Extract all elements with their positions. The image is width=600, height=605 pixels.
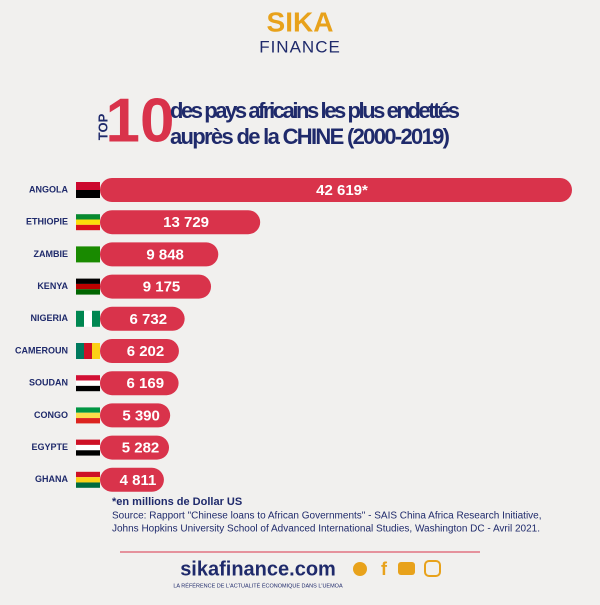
bar [100,242,219,267]
flag-stripe [76,412,100,419]
flag-stripe [76,246,84,263]
bar [100,178,572,202]
bar [100,435,170,460]
footer-site: sikafinance.com [180,558,336,580]
flag-stripe [76,477,100,483]
flag-stripe [76,439,100,445]
value-label: 9 175 [143,279,181,296]
flag-stripe [76,224,100,231]
chart-subtitle: auprès de la CHINE (2000-2019) [170,124,450,149]
category-label: GHANA [35,474,68,484]
flag-stripe [76,214,100,220]
note: *en millions de Dollar US [112,496,242,508]
brand-name: SIKA [267,6,334,37]
value-label: 5 390 [122,407,160,424]
category-label: SOUDAN [29,378,68,388]
flag-stripe [76,444,100,451]
flag-stripe [76,182,100,190]
category-label: NIGERIA [30,313,68,323]
flag-stripe [76,407,100,413]
value-label: 42 619* [316,182,368,199]
flag-stripe [76,418,100,424]
value-label: 6 732 [130,311,168,328]
brand-sub: FINANCE [259,37,341,56]
facebook-icon[interactable]: f [381,559,388,579]
flag-stripe [76,380,100,386]
flag-stripe [76,289,100,295]
bars: ANGOLA 42 619* ETHIOPIE 13 729 ZAMBIE 9 848 KE… [15,178,572,492]
value-label: 13 729 [163,214,209,231]
value-label: 4 811 [120,472,157,489]
flag-stripe [76,219,100,225]
category-label: ETHIOPIE [26,217,68,227]
flag-stripe [76,471,100,478]
flag-stripe [76,450,100,456]
title-prefix: TOP [95,113,110,140]
youtube-icon[interactable] [398,562,415,575]
category-label: EGYPTE [31,442,68,452]
source-line: Johns Hopkins University School of Advan… [112,524,540,535]
flag-stripe [76,385,100,392]
flag-stripe [76,190,100,198]
chart-title: des pays africains les plus endettés [170,98,460,123]
bar [100,371,179,396]
category-label: KENYA [37,281,68,291]
flag-stripe [84,310,92,327]
flag-stripe [84,246,92,263]
flag-stripe [92,310,100,327]
bar [100,403,171,428]
flag-stripe [76,310,84,327]
value-label: 6 169 [127,375,165,392]
bar [100,210,261,235]
category-label: CAMEROUN [15,345,68,355]
flag-stripe [92,246,100,263]
flag-stripe [76,343,84,359]
bar [100,467,164,492]
instagram-icon[interactable] [424,560,441,577]
flag-stripe [92,343,100,359]
bar [100,306,185,331]
category-label: CONGO [34,410,68,420]
value-label: 5 282 [122,440,160,457]
twitter-icon[interactable] [353,562,367,576]
flag-stripe [84,343,92,359]
value-label: 9 848 [146,246,184,263]
flag-stripe [76,482,100,488]
flag-stripe [76,278,100,284]
category-label: ZAMBIE [34,249,69,259]
category-label: ANGOLA [29,184,68,194]
value-label: 6 202 [127,343,165,360]
source-line: Source: Rapport "Chinese loans to Africa… [112,511,542,522]
flag-stripe [76,375,100,381]
social-icons: f [353,559,441,579]
flag-stripe [76,283,100,290]
bar [100,274,212,299]
bar [100,339,179,363]
footer-tagline: LA RÉFÉRENCE DE L'ACTUALITÉ ÉCONOMIQUE D… [173,582,343,589]
title-number: 10 [106,86,175,155]
